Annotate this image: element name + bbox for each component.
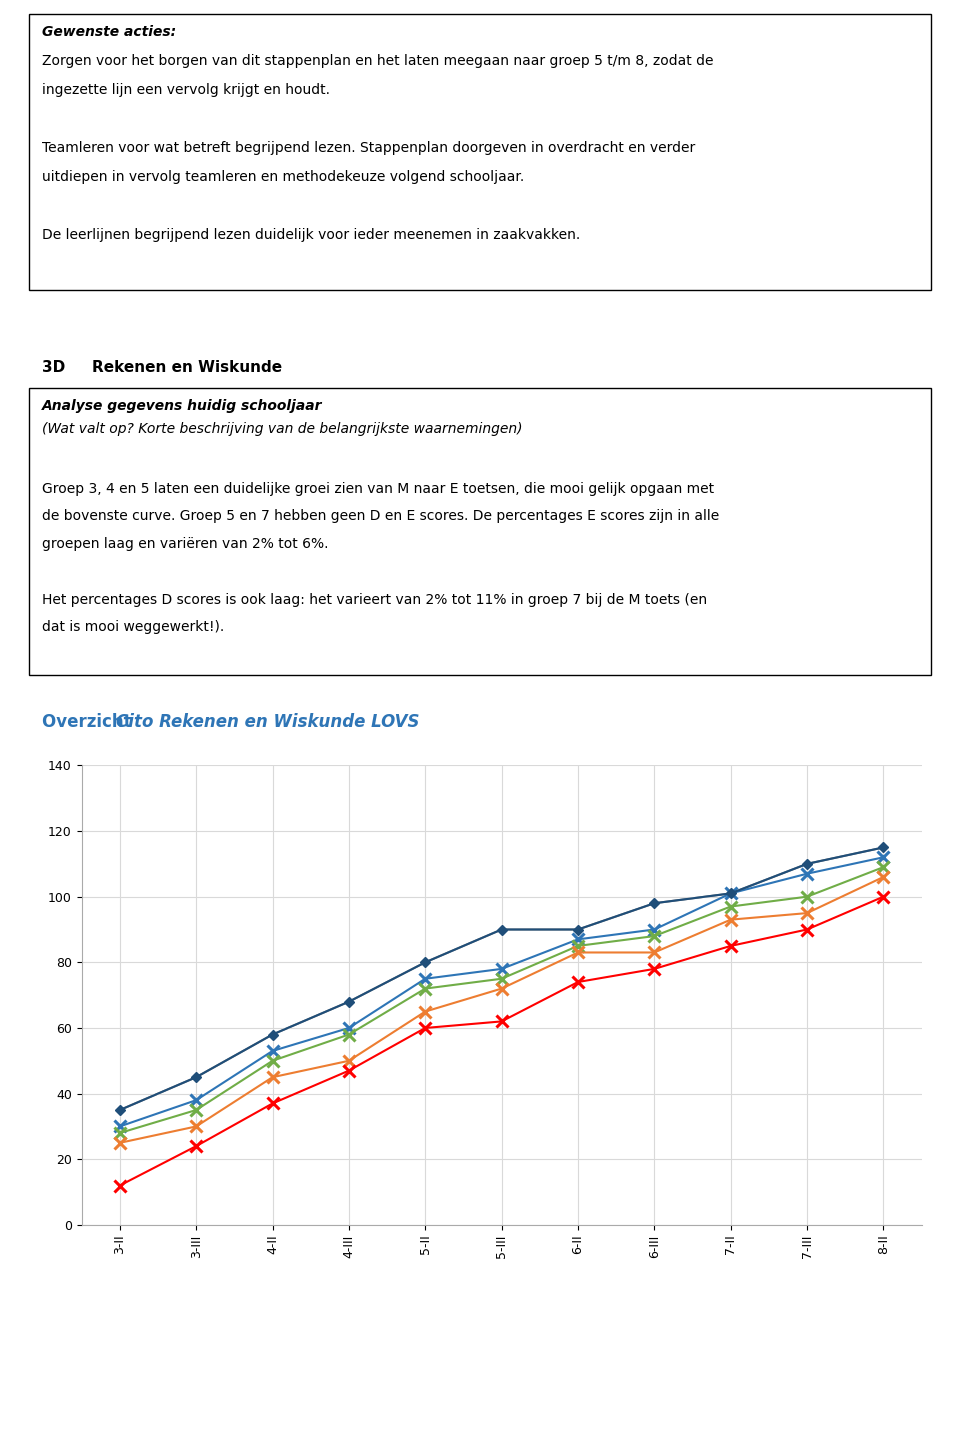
Text: (Wat valt op? Korte beschrijving van de belangrijkste waarnemingen): (Wat valt op? Korte beschrijving van de …: [42, 422, 523, 437]
Text: ingezette lijn een vervolg krijgt en houdt.: ingezette lijn een vervolg krijgt en hou…: [42, 83, 330, 98]
Text: 3D: 3D: [42, 360, 65, 375]
Text: De leerlijnen begrijpend lezen duidelijk voor ieder meenemen in zaakvakken.: De leerlijnen begrijpend lezen duidelijk…: [42, 228, 581, 243]
Text: groepen laag en variëren van 2% tot 6%.: groepen laag en variëren van 2% tot 6%.: [42, 537, 329, 551]
Text: Teamleren voor wat betreft begrijpend lezen. Stappenplan doorgeven in overdracht: Teamleren voor wat betreft begrijpend le…: [42, 141, 696, 155]
Text: uitdiepen in vervolg teamleren en methodekeuze volgend schooljaar.: uitdiepen in vervolg teamleren en method…: [42, 171, 524, 184]
Text: de bovenste curve. Groep 5 en 7 hebben geen D en E scores. De percentages E scor: de bovenste curve. Groep 5 en 7 hebben g…: [42, 510, 720, 523]
FancyBboxPatch shape: [29, 388, 931, 675]
Text: Groep 3, 4 en 5 laten een duidelijke groei zien van M naar E toetsen, die mooi g: Groep 3, 4 en 5 laten een duidelijke gro…: [42, 481, 714, 495]
FancyBboxPatch shape: [29, 14, 931, 290]
Text: Analyse gegevens huidig schooljaar: Analyse gegevens huidig schooljaar: [42, 399, 323, 414]
Text: Cito Rekenen en Wiskunde LOVS: Cito Rekenen en Wiskunde LOVS: [116, 714, 420, 731]
Text: Overzicht: Overzicht: [42, 714, 137, 731]
Text: Gewenste acties:: Gewenste acties:: [42, 26, 177, 39]
Text: Rekenen en Wiskunde: Rekenen en Wiskunde: [92, 360, 282, 375]
Text: dat is mooi weggewerkt!).: dat is mooi weggewerkt!).: [42, 620, 225, 635]
Text: Zorgen voor het borgen van dit stappenplan en het laten meegaan naar groep 5 t/m: Zorgen voor het borgen van dit stappenpl…: [42, 55, 714, 69]
Text: Het percentages D scores is ook laag: het varieert van 2% tot 11% in groep 7 bij: Het percentages D scores is ook laag: he…: [42, 593, 708, 606]
